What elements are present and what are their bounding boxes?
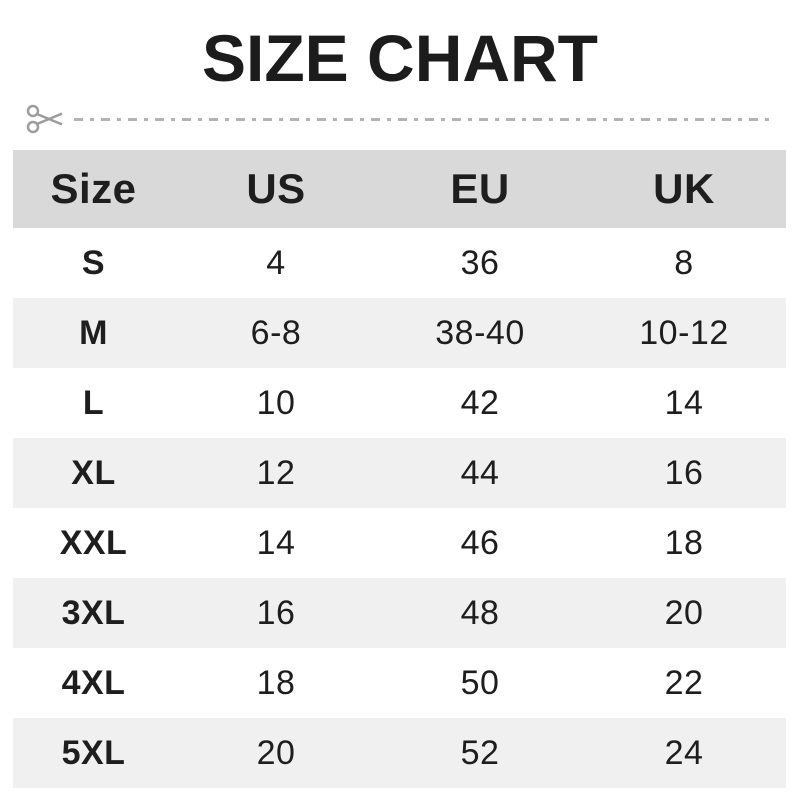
uk-cell: 24 (664, 733, 704, 772)
us-cell: 18 (256, 663, 296, 702)
eu-cell: 36 (460, 243, 500, 282)
us-cell: 10 (256, 383, 296, 422)
uk-cell: 10-12 (639, 313, 729, 352)
us-cell: 20 (256, 733, 296, 772)
table-row: 4XL 18 50 22 (13, 648, 786, 718)
uk-cell: 18 (664, 523, 704, 562)
dash-dot-line (74, 117, 774, 121)
size-cell: L (82, 383, 105, 422)
us-cell: 4 (266, 243, 286, 282)
eu-cell: 42 (460, 383, 500, 422)
table-row: 3XL 16 48 20 (13, 578, 786, 648)
table-row: XXL 14 46 18 (13, 508, 786, 578)
eu-cell: 50 (460, 663, 500, 702)
size-table: Size US EU UK S 4 36 8 M 6-8 38-40 10-12… (13, 150, 786, 788)
cut-line (26, 103, 774, 135)
uk-cell: 8 (674, 243, 694, 282)
size-cell: M (79, 313, 108, 352)
header-eu: EU (450, 165, 510, 212)
size-cell: S (81, 243, 106, 282)
eu-cell: 38-40 (435, 313, 525, 352)
uk-cell: 16 (664, 453, 704, 492)
table-row: M 6-8 38-40 10-12 (13, 298, 786, 368)
eu-cell: 52 (460, 733, 500, 772)
table-row: L 10 42 14 (13, 368, 786, 438)
size-cell: XL (71, 453, 116, 492)
eu-cell: 44 (460, 453, 500, 492)
table-row: 5XL 20 52 24 (13, 718, 786, 788)
eu-cell: 48 (460, 593, 500, 632)
header-us: US (246, 165, 306, 212)
us-cell: 12 (256, 453, 296, 492)
table-row: S 4 36 8 (13, 228, 786, 298)
us-cell: 14 (256, 523, 296, 562)
eu-cell: 46 (460, 523, 500, 562)
size-cell: 3XL (61, 593, 126, 632)
header-uk: UK (653, 165, 715, 212)
page-title: SIZE CHART (202, 21, 598, 95)
us-cell: 16 (256, 593, 296, 632)
uk-cell: 22 (664, 663, 704, 702)
us-cell: 6-8 (250, 313, 302, 352)
size-cell: 4XL (61, 663, 126, 702)
header-size: Size (50, 165, 137, 212)
table-row: XL 12 44 16 (13, 438, 786, 508)
size-cell: 5XL (61, 733, 126, 772)
uk-cell: 20 (664, 593, 704, 632)
size-cell: XXL (59, 523, 128, 562)
table-header-row: Size US EU UK (13, 150, 786, 228)
scissors-icon (26, 104, 63, 134)
uk-cell: 14 (664, 383, 704, 422)
